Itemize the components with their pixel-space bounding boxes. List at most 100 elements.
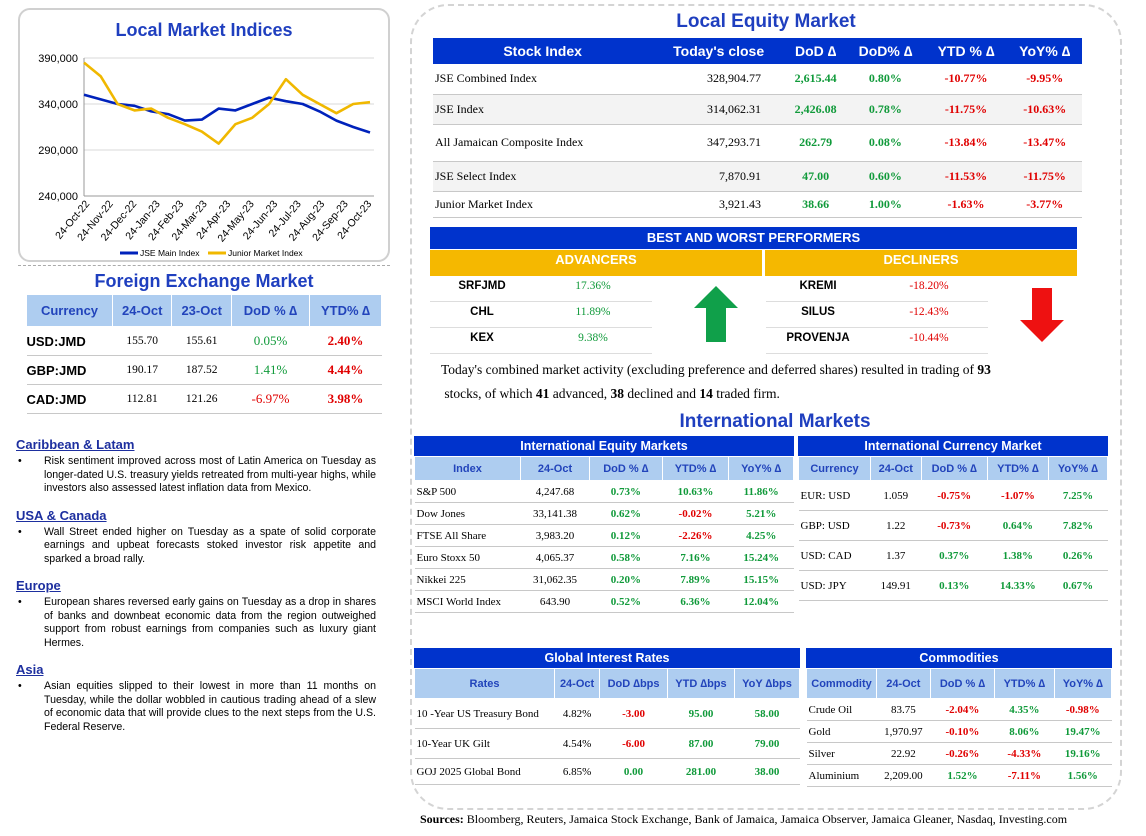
equity-header: Stock Index xyxy=(433,38,653,64)
rates-row: 10-Year UK Gilt 4.54% -6.00 87.00 79.00 xyxy=(414,729,800,759)
comm-name: Aluminium xyxy=(808,769,860,782)
equity-name: JSE Index xyxy=(435,101,484,116)
ieq-row: Nikkei 225 31,062.35 0.20% 7.89% 15.15% xyxy=(414,569,794,591)
icur-value: 1.059 xyxy=(883,489,909,502)
equity-close: 3,921.43 xyxy=(719,196,761,211)
icur-row: USD: CAD 1.37 0.37% 1.38% 0.26% xyxy=(798,541,1108,571)
advancer-row: SRFJMD 17.36% xyxy=(430,276,652,302)
ieq-header: YTD% ∆ xyxy=(661,456,730,481)
rates-row: GOJ 2025 Global Bond 6.85% 0.00 281.00 38.00 xyxy=(414,759,800,785)
chart-panel: Local Market Indices 390,000 340,000 290,0… xyxy=(18,8,390,262)
fx-today: 155.70 xyxy=(112,326,172,356)
rates-name: 10-Year UK Gilt xyxy=(416,737,490,750)
comm-dod: 1.52% xyxy=(947,769,978,782)
equity-dod: 2,426.08 xyxy=(794,101,837,116)
rates-header: Rates xyxy=(414,668,555,699)
performer-symbol: SILUS xyxy=(801,306,835,318)
legend-label: Junior Market Index xyxy=(228,248,303,258)
news-paragraph: Asian equities slipped to their lowest i… xyxy=(16,680,376,734)
news-heading: Europe xyxy=(16,578,61,593)
commodities-table: Commodity 24-Oct DoD % ∆ YTD% ∆ YoY% ∆ Crude… xyxy=(806,668,1113,787)
equity-yoy: -13.47% xyxy=(1023,135,1067,149)
icur-name: USD: CAD xyxy=(800,549,852,562)
equity-row: Junior Market Index 3,921.43 38.66 1.00% -1.… xyxy=(433,191,1082,217)
equity-name: JSE Combined Index xyxy=(435,71,537,86)
ieq-header: YoY% ∆ xyxy=(728,456,794,481)
equity-close: 314,062.31 xyxy=(707,101,761,116)
fx-row: GBP:JMD 190.17 187.52 1.41% 4.44% xyxy=(26,355,382,385)
icur-dod: -0.73% xyxy=(937,519,972,532)
news-heading: USA & Canada xyxy=(16,507,107,523)
equity-dodp: 0.60% xyxy=(868,168,902,183)
equity-ytd: -10.77% xyxy=(944,71,988,86)
fx-header: 23-Oct xyxy=(171,294,232,327)
rates-header: YoY ∆bps xyxy=(733,668,801,699)
fx-row: CAD:JMD 112.81 121.26 -6.97% 3.98% xyxy=(26,384,382,414)
equity-row: All Jamaican Composite Index 347,293.71 26… xyxy=(433,124,1082,161)
icur-row: GBP: USD 1.22 -0.73% 0.64% 7.82% xyxy=(798,511,1108,541)
fx-dod: -6.97% xyxy=(231,384,310,414)
ieq-ytd: 6.36% xyxy=(680,595,711,608)
decliner-row: PROVENJA -10.44% xyxy=(766,328,988,354)
fx-today: 190.17 xyxy=(112,355,172,385)
comm-ytd: 8.06% xyxy=(1009,725,1040,738)
performer-change: 11.89% xyxy=(575,306,611,318)
equity-header: DoD% ∆ xyxy=(846,38,925,64)
rates-yoy: 38.00 xyxy=(754,765,780,778)
ieq-row: S&P 500 4,247.68 0.73% 10.63% 11.86% xyxy=(414,481,794,503)
performer-symbol: KREMI xyxy=(799,280,837,292)
decliner-row: KREMI -18.20% xyxy=(766,276,988,302)
fx-header: DoD % ∆ xyxy=(230,294,311,327)
news-block: Caribbean & Latam Risk sentiment improved… xyxy=(16,437,376,496)
y-tick-label: 240,000 xyxy=(38,191,78,203)
news-paragraph: Wall Street ended higher on Tuesday as a… xyxy=(16,526,376,567)
equity-yoy: -9.95% xyxy=(1026,71,1064,86)
equity-table: Stock Index Today's close DoD ∆ DoD% ∆ YTD %… xyxy=(433,38,1082,218)
rates-name: 10 -Year US Treasury Bond xyxy=(416,707,539,720)
intl-currency-title: International Currency Market xyxy=(798,436,1108,456)
icur-ytd: 14.33% xyxy=(1000,579,1036,592)
rates-value: 4.54% xyxy=(562,737,592,750)
fx-prev: 155.61 xyxy=(171,326,232,356)
ieq-ytd: -0.02% xyxy=(678,507,713,520)
icur-row: USD: JPY 149.91 0.13% 14.33% 0.67% xyxy=(798,571,1108,601)
equity-ytd: -11.75% xyxy=(944,101,988,116)
fx-header: 24-Oct xyxy=(111,294,173,327)
rates-table: Rates 24-Oct DoD ∆bps YTD ∆bps YoY ∆bps 10 -… xyxy=(414,668,801,785)
ieq-row: MSCI World Index 643.90 0.52% 6.36% 12.04% xyxy=(414,591,794,613)
ieq-ytd: 10.63% xyxy=(677,485,714,498)
news-paragraph: Risk sentiment improved across most of L… xyxy=(16,455,376,496)
fx-header: Currency xyxy=(26,294,113,327)
comm-value: 22.92 xyxy=(890,747,916,760)
rates-title: Global Interest Rates xyxy=(414,648,800,668)
comm-row: Gold 1,970.97 -0.10% 8.06% 19.47% xyxy=(806,721,1112,743)
rates-value: 4.82% xyxy=(562,707,592,720)
comm-header: YoY% ∆ xyxy=(1053,668,1113,699)
icur-header: Currency xyxy=(798,456,871,481)
rates-wrap: Global Interest Rates Rates 24-Oct DoD ∆bp… xyxy=(414,648,801,785)
rates-ytd: 87.00 xyxy=(688,737,714,750)
comm-value: 1,970.97 xyxy=(884,725,923,738)
equity-close: 7,870.91 xyxy=(719,168,761,183)
right-panel xyxy=(410,4,1122,810)
ieq-yoy: 5.21% xyxy=(746,507,777,520)
comm-yoy: 19.47% xyxy=(1064,725,1101,738)
ieq-row: Euro Stoxx 50 4,065.37 0.58% 7.16% 15.24% xyxy=(414,547,794,569)
comm-yoy: -0.98% xyxy=(1065,703,1100,716)
icur-yoy: 0.67% xyxy=(1062,579,1094,592)
fx-dod: 1.41% xyxy=(231,355,310,385)
decliner-row: SILUS -12.43% xyxy=(766,302,988,328)
ieq-name: Nikkei 225 xyxy=(416,573,466,586)
market-summary: Today's combined market activity (exclud… xyxy=(441,362,991,401)
ieq-dod: 0.52% xyxy=(610,595,641,608)
icur-value: 149.91 xyxy=(880,579,911,592)
advancer-row: KEX 9.38% xyxy=(430,328,652,354)
equity-table-wrap: Stock Index Today's close DoD ∆ DoD% ∆ YTD %… xyxy=(433,38,1082,218)
ieq-value: 33,141.38 xyxy=(533,507,578,520)
news-block: Asia Asian equities slipped to their lowe… xyxy=(16,662,376,734)
market-indices-chart: 390,000340,000290,000240,00024-Oct-2224-… xyxy=(38,53,374,258)
fx-ytd: 4.44% xyxy=(309,355,382,385)
ieq-header: DoD % ∆ xyxy=(589,456,663,481)
performer-change: -10.44% xyxy=(909,332,949,344)
decliners-header: DECLINERS xyxy=(765,250,1077,276)
